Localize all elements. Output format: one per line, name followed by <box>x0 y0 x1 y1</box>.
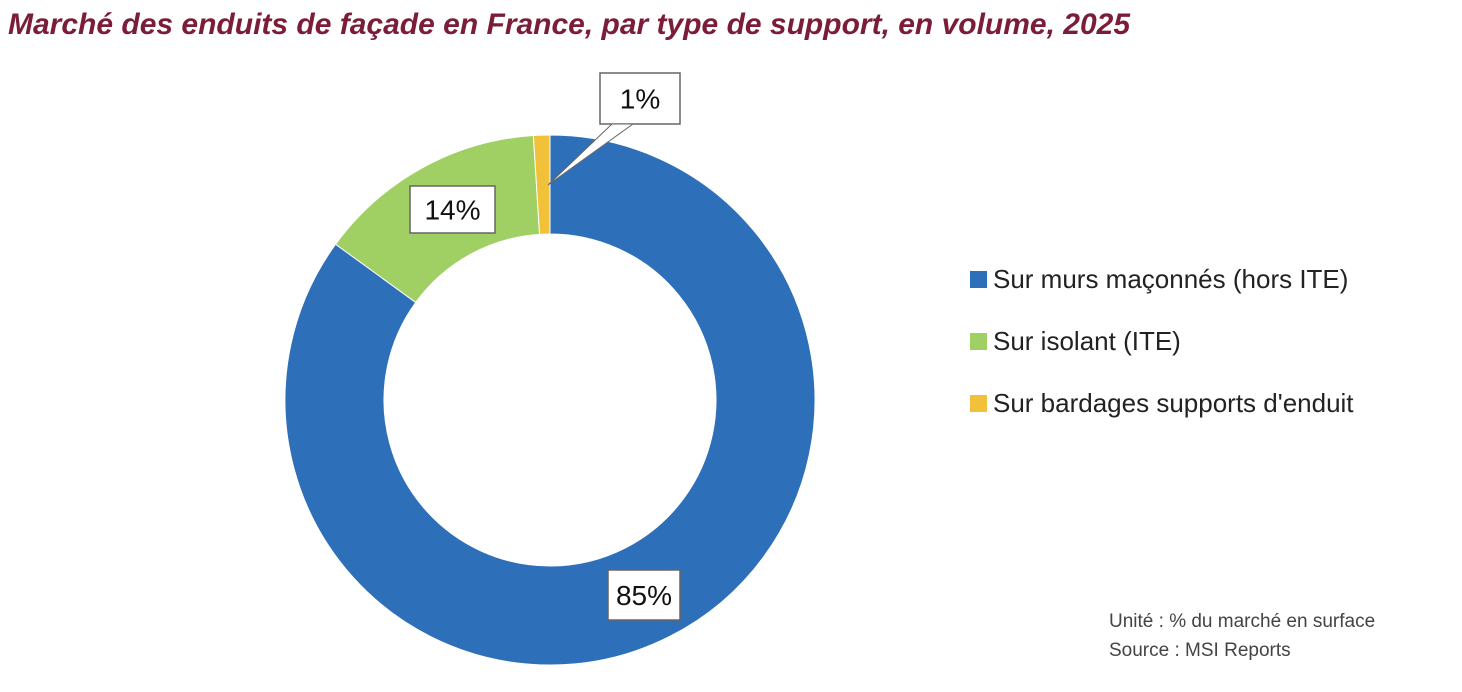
legend-item: Sur murs maçonnés (hors ITE) <box>970 248 1354 310</box>
legend-label: Sur isolant (ITE) <box>993 325 1181 356</box>
unit-note: Unité : % du marché en surface <box>1109 611 1376 632</box>
donut-slice <box>532 134 551 235</box>
legend-swatch <box>970 270 987 288</box>
legend: Sur murs maçonnés (hors ITE) Sur isolant… <box>970 248 1354 434</box>
data-label-text: 1% <box>620 84 660 115</box>
source-note: Source : MSI Reports <box>1109 640 1291 661</box>
donut-slice <box>284 134 816 666</box>
legend-label: Sur murs maçonnés (hors ITE) <box>993 263 1349 294</box>
legend-label: Sur bardages supports d'enduit <box>993 387 1354 418</box>
data-label: 1% <box>599 72 681 125</box>
data-label: 14% <box>409 185 496 234</box>
legend-swatch <box>970 394 987 412</box>
data-label-text: 14% <box>424 195 480 226</box>
data-label: 85% <box>607 569 681 621</box>
data-label-text: 85% <box>616 580 672 611</box>
data-label-box <box>409 185 496 234</box>
legend-item: Sur isolant (ITE) <box>970 310 1354 372</box>
legend-swatch <box>970 332 987 350</box>
data-label-box <box>607 569 681 621</box>
legend-item: Sur bardages supports d'enduit <box>970 372 1354 434</box>
data-label-box <box>599 72 681 125</box>
callout-pointer <box>547 123 635 186</box>
chart-title: Marché des enduits de façade en France, … <box>8 8 1131 41</box>
